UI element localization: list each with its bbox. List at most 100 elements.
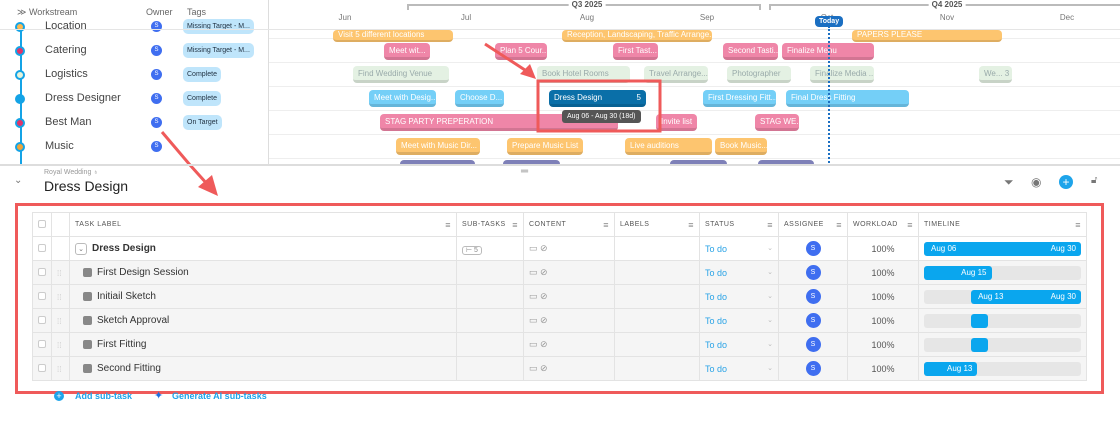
col-timeline[interactable]: TIMELINE ≡ bbox=[918, 212, 1087, 237]
labels-cell[interactable] bbox=[614, 308, 700, 333]
link-icon[interactable]: ⊘ bbox=[540, 363, 548, 373]
gantt-bar[interactable]: Invite list bbox=[656, 114, 697, 131]
link-icon[interactable]: ⊘ bbox=[540, 267, 548, 277]
task-label[interactable]: Initiail Sketch bbox=[97, 291, 156, 302]
gantt-bar[interactable]: Photographer bbox=[727, 66, 791, 83]
drag-handle[interactable]: ⁞⁞ bbox=[51, 356, 70, 381]
workstream-row[interactable]: Logistics S Complete bbox=[0, 63, 268, 87]
timeline-bar[interactable]: Aug 06 Aug 30 bbox=[924, 241, 1081, 256]
comment-icon[interactable]: ▭ bbox=[529, 339, 538, 349]
workstream-row[interactable]: Catering S Missing Target - M... bbox=[0, 39, 268, 63]
timeline-bar[interactable]: Aug 15 bbox=[924, 265, 992, 280]
col-task-label[interactable]: TASK LABEL ≡ bbox=[69, 212, 457, 237]
drag-handle[interactable]: ⁞⁞ bbox=[51, 308, 70, 333]
row-checkbox[interactable] bbox=[38, 243, 46, 252]
labels-cell[interactable] bbox=[614, 260, 700, 285]
drag-handle-icon[interactable]: ⁞⁞ bbox=[57, 340, 62, 350]
table-row[interactable]: ⁞⁞ First Fitting ▭ ⊘ To do ⌄ S 100% bbox=[32, 332, 1087, 357]
workstream-row[interactable]: Music S bbox=[0, 135, 268, 159]
row-checkbox[interactable] bbox=[38, 291, 46, 300]
gantt-bar[interactable]: Meet with Music Dir... bbox=[396, 138, 480, 155]
status-select[interactable]: To do ⌄ bbox=[699, 356, 779, 381]
gantt-bar[interactable]: Plan 5 Cour... bbox=[495, 43, 547, 60]
status-select[interactable]: To do ⌄ bbox=[699, 260, 779, 285]
labels-cell[interactable] bbox=[614, 332, 700, 357]
menu-icon[interactable]: ≡ bbox=[767, 220, 773, 230]
gantt-bar[interactable] bbox=[670, 160, 727, 165]
link-icon[interactable]: ⊘ bbox=[540, 339, 548, 349]
comment-icon[interactable]: ▭ bbox=[529, 243, 538, 253]
filter-icon[interactable]: ⏷ bbox=[1004, 175, 1014, 189]
labels-cell[interactable] bbox=[614, 236, 700, 261]
comment-icon[interactable]: ▭ bbox=[529, 291, 538, 301]
gantt-bar[interactable]: Final Dress Fitting bbox=[786, 90, 909, 107]
menu-icon[interactable]: ≡ bbox=[445, 220, 451, 230]
status-select[interactable]: To do ⌄ bbox=[699, 236, 779, 261]
avatar[interactable]: S bbox=[151, 93, 162, 104]
avatar[interactable]: S bbox=[805, 313, 821, 328]
gantt-bar[interactable] bbox=[758, 160, 814, 165]
gantt-bar[interactable]: Prepare Music List bbox=[507, 138, 583, 155]
panel-divider[interactable] bbox=[268, 0, 269, 165]
drag-handle-icon[interactable]: ⁞⁞ bbox=[57, 316, 62, 326]
gantt-bar[interactable]: First Dressing Fitt... bbox=[703, 90, 776, 107]
breadcrumb[interactable]: Royal Wedding ♁ bbox=[44, 169, 99, 176]
avatar[interactable]: S bbox=[805, 289, 821, 304]
gantt-bar[interactable]: Travel Arrange... bbox=[644, 66, 708, 83]
link-icon[interactable]: ⊘ bbox=[540, 315, 548, 325]
table-row[interactable]: ⁞⁞ Initiail Sketch ▭ ⊘ To do ⌄ S 100% Aug… bbox=[32, 284, 1087, 309]
avatar[interactable]: S bbox=[151, 21, 162, 32]
eye-icon[interactable]: ◉ bbox=[1031, 175, 1042, 189]
menu-icon[interactable]: ≡ bbox=[688, 220, 694, 230]
comment-icon[interactable]: ▭ bbox=[529, 267, 538, 277]
gantt-bar[interactable]: Second Tasti... bbox=[723, 43, 778, 60]
avatar[interactable]: S bbox=[805, 337, 821, 352]
gantt-bar[interactable]: Choose D... bbox=[455, 90, 504, 107]
status-badge[interactable]: Missing Target - M... bbox=[183, 19, 254, 34]
comment-icon[interactable]: ▭ bbox=[529, 363, 538, 373]
table-row[interactable]: ⁞⁞ First Design Session ▭ ⊘ To do ⌄ S 100… bbox=[32, 260, 1087, 285]
gantt-bar[interactable]: Dress Design 5 bbox=[549, 90, 646, 107]
gantt-bar[interactable]: PAPERS PLEASE bbox=[852, 30, 1002, 42]
expand-chevron-icon[interactable]: ⌄ bbox=[75, 242, 87, 255]
workstream-row[interactable]: Dress Designer S Complete bbox=[0, 87, 268, 111]
col-content[interactable]: CONTENT ≡ bbox=[523, 212, 615, 237]
col-status[interactable]: STATUS ≡ bbox=[699, 212, 779, 237]
table-row[interactable]: ⁞⁞ Second Fitting ▭ ⊘ To do ⌄ S 100% Aug … bbox=[32, 356, 1087, 381]
comment-icon[interactable]: ▭ bbox=[529, 315, 538, 325]
generate-ai-subtasks-button[interactable]: Generate AI sub-tasks bbox=[172, 391, 267, 401]
workstream-header[interactable]: ≫ Workstream bbox=[17, 7, 78, 17]
col-sub-tasks[interactable]: SUB-TASKS ≡ bbox=[456, 212, 524, 237]
gantt-bar[interactable]: STAG PARTY PREPERATION bbox=[380, 114, 618, 131]
status-badge[interactable]: Complete bbox=[183, 91, 221, 106]
status-select[interactable]: To do ⌄ bbox=[699, 284, 779, 309]
menu-icon[interactable]: ≡ bbox=[1075, 220, 1081, 230]
table-row[interactable]: ⌄ Dress Design ⊢ 5 ▭ ⊘ To do ⌄ S 100% Aug … bbox=[32, 236, 1087, 261]
row-checkbox[interactable] bbox=[38, 267, 46, 276]
drag-handle[interactable]: ⁞⁞ bbox=[51, 284, 70, 309]
avatar[interactable]: S bbox=[151, 141, 162, 152]
select-all-checkbox[interactable] bbox=[38, 219, 46, 228]
drag-handle[interactable] bbox=[51, 236, 70, 261]
split-divider[interactable] bbox=[0, 164, 1120, 166]
avatar[interactable]: S bbox=[805, 241, 821, 256]
task-label[interactable]: Sketch Approval bbox=[97, 315, 170, 326]
row-checkbox[interactable] bbox=[38, 363, 46, 372]
task-label[interactable]: First Design Session bbox=[97, 267, 189, 278]
avatar[interactable]: S bbox=[805, 361, 821, 376]
status-select[interactable]: To do ⌄ bbox=[699, 308, 779, 333]
menu-icon[interactable]: ≡ bbox=[512, 220, 518, 230]
gantt-bar[interactable]: First Tast... bbox=[613, 43, 658, 60]
col-assignee[interactable]: ASSIGNEE ≡ bbox=[778, 212, 848, 237]
avatar[interactable]: S bbox=[151, 45, 162, 56]
avatar[interactable]: S bbox=[805, 265, 821, 280]
col-workload[interactable]: WORKLOAD ≡ bbox=[847, 212, 919, 237]
drag-handle[interactable]: ⁞⁞ bbox=[51, 332, 70, 357]
avatar[interactable]: S bbox=[151, 117, 162, 128]
task-label[interactable]: Dress Design bbox=[92, 242, 156, 254]
gantt-bar[interactable]: Meet wit... bbox=[384, 43, 430, 60]
workstream-row[interactable]: Best Man S On Target bbox=[0, 111, 268, 135]
status-badge[interactable]: Missing Target - M... bbox=[183, 43, 254, 58]
link-icon[interactable]: ⊘ bbox=[540, 243, 548, 253]
select-all-cell[interactable] bbox=[32, 212, 52, 237]
